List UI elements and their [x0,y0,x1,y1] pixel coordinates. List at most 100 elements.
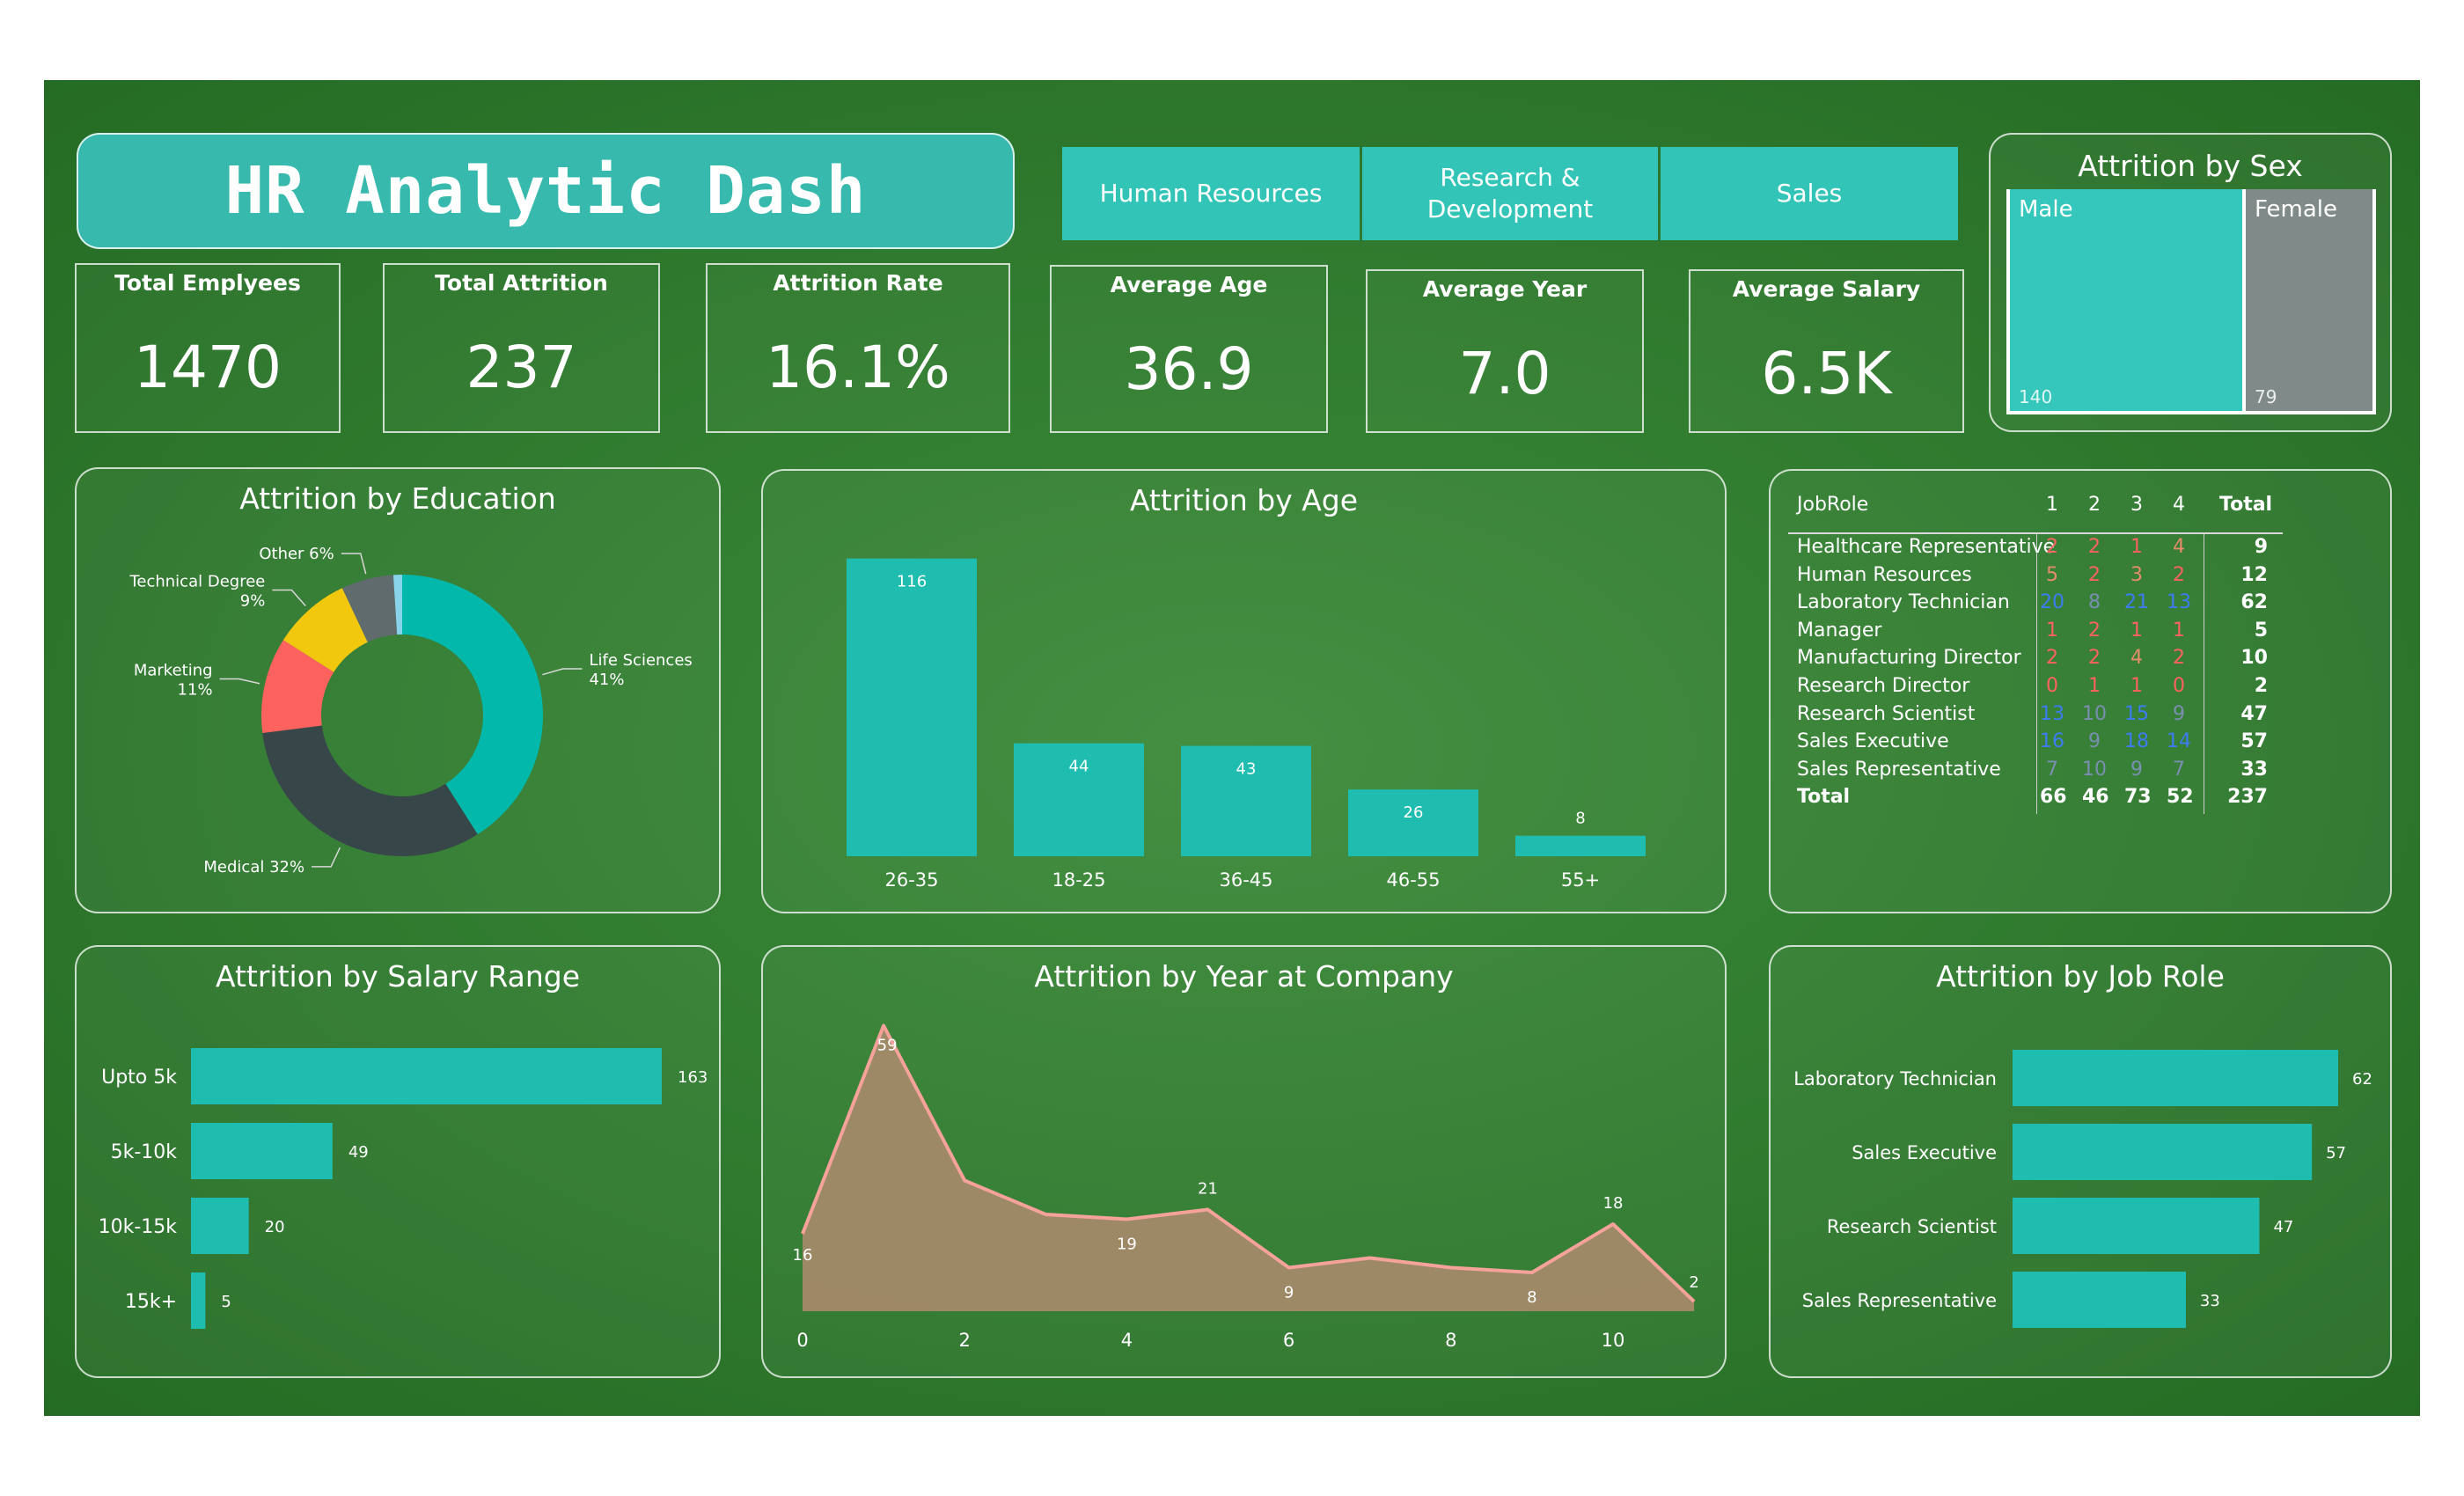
age-tick-label: 18-25 [1052,869,1105,891]
salary-bar-label: 163 [678,1068,708,1087]
matrix-cell: 16 [2040,730,2064,753]
matrix-total-label: Total [1797,786,1851,809]
salary-tick-label: 10k-15k [99,1216,178,1238]
dept-label: Human Resources [1099,179,1323,208]
dashboard-title-box: HR Analytic Dash [77,133,1015,249]
donut-leader-line [219,678,260,685]
age-tick-label: 55+ [1561,869,1600,891]
jobrole-tick-label: Research Scientist [1827,1216,1997,1237]
matrix-cell: 21 [2124,591,2149,614]
years-area-line [801,1023,1696,1303]
matrix-header-jobrole: JobRole [1797,494,1869,516]
matrix-row-total: 10 [2240,647,2268,670]
matrix-row-total: 47 [2240,702,2268,725]
matrix-cell: 2 [2088,647,2101,670]
matrix-row-total: 2 [2254,675,2268,697]
sex-cell-count: 140 [2019,386,2053,407]
years-point-label: 19 [1117,1236,1137,1254]
jobrole-bar-label: 47 [2273,1218,2293,1236]
salary-bar-label: 5 [221,1293,231,1311]
age-bar-label: 26 [1404,803,1424,822]
years-chart-title: Attrition by Year at Company [1034,959,1454,994]
donut-label: Other 6% [259,545,334,563]
matrix-row-total: 5 [2254,619,2268,642]
jobrole-tick-label: Sales Representative [1802,1290,1997,1311]
donut-leader-line [341,553,367,575]
sex-cell-female[interactable]: Female 79 [2246,189,2372,411]
jobrole-tick-label: Laboratory Technician [1793,1068,1997,1089]
jobrole-bar [2013,1124,2313,1180]
matrix-row-total: 33 [2240,758,2268,781]
years-point-label: 59 [877,1037,898,1055]
salary-tick-label: 5k-10k [111,1141,178,1163]
donut-label-name: Life Sciences [589,651,692,670]
dept-label: Sales [1776,179,1843,208]
attrition-by-education-panel: Attrition by Education Life Sciences 41% M… [75,467,721,913]
sex-cell-male[interactable]: Male 140 [2010,189,2242,411]
jobrole-matrix: JobRole 1 2 3 4 Total Healthcare Representativ… [1771,471,2394,915]
kpi-average-salary: Average Salary 6.5K [1689,269,1964,433]
matrix-cell: 0 [2046,675,2058,697]
kpi-label: Average Year [1422,276,1588,302]
matrix-total-cell: 52 [2167,786,2194,809]
salary-bar-10k-15k [191,1198,249,1254]
salary-bar-label: 20 [265,1218,285,1236]
dashboard-title: HR Analytic Dash [224,153,867,229]
kpi-value: 1470 [134,334,282,401]
matrix-row-role: Human Resources [1797,563,1972,586]
years-tick-label: 8 [1445,1330,1456,1351]
matrix-cell: 7 [2173,758,2185,781]
age-tick-label: 26-35 [884,869,938,891]
age-bar-18-25 [1014,743,1144,856]
salary-tick-label: 15k+ [125,1291,177,1313]
years-point-label: 18 [1603,1194,1624,1213]
years-point-label: 9 [1284,1284,1294,1302]
matrix-row-total: 57 [2240,730,2268,753]
years-point-label: 21 [1198,1180,1218,1199]
matrix-cell: 8 [2088,591,2101,614]
dept-button-human-resources[interactable]: Human Resources [1062,147,1360,240]
matrix-cell: 2 [2088,563,2101,586]
dept-button-research-development[interactable]: Research & Development [1362,147,1658,240]
years-tick-label: 6 [1283,1330,1294,1351]
matrix-header-level: 1 [2046,494,2058,516]
age-bar-46-55 [1348,789,1478,856]
age-bar-label: 8 [1575,810,1585,828]
sex-cell-name: Male [2019,196,2073,223]
donut-slice-marketing [261,640,334,734]
matrix-cell: 1 [2173,619,2185,642]
years-point-label: 2 [1689,1273,1698,1292]
matrix-cell: 5 [2046,563,2058,586]
matrix-header-level: 4 [2173,494,2185,516]
jobrole-bar-chart: 62 Laboratory Technician 57 Sales Executive… [1793,1050,2372,1328]
years-area-chart: 16 59 19 21 9 8 18 2 0 2 4 6 8 10 [793,1023,1699,1351]
donut-slice-life-sciences [402,575,543,835]
donut-label-name: Technical Degree [128,572,265,590]
matrix-cell: 4 [2173,536,2185,558]
matrix-row-role: Manufacturing Director [1797,647,2021,670]
matrix-cell: 4 [2130,647,2143,670]
years-point-label: 16 [793,1246,813,1265]
age-bar-26-35 [847,558,977,856]
dept-button-sales[interactable]: Sales [1661,147,1958,240]
years-point-label: 8 [1527,1288,1536,1307]
matrix-row-total: 9 [2254,536,2268,558]
donut-label-pct: 9% [240,591,266,610]
jobrole-tick-label: Sales Executive [1852,1142,1997,1163]
salary-bar-label: 49 [348,1143,369,1162]
matrix-cell: 20 [2040,591,2064,614]
kpi-total-attrition: Total Attrition 237 [383,263,660,433]
age-bar-label: 116 [897,573,927,591]
matrix-cell: 2 [2088,536,2101,558]
years-tick-label: 4 [1121,1330,1133,1351]
matrix-header-total: Total [2219,494,2273,516]
matrix-header-level: 3 [2130,494,2143,516]
matrix-row-role: Sales Representative [1797,758,2001,781]
matrix-column-rule [2036,534,2037,814]
matrix-cell: 14 [2167,730,2191,753]
matrix-cell: 18 [2124,730,2149,753]
donut-label: Medical 32% [203,858,304,876]
matrix-total-cell: 46 [2082,786,2109,809]
age-tick-label: 36-45 [1219,869,1272,891]
